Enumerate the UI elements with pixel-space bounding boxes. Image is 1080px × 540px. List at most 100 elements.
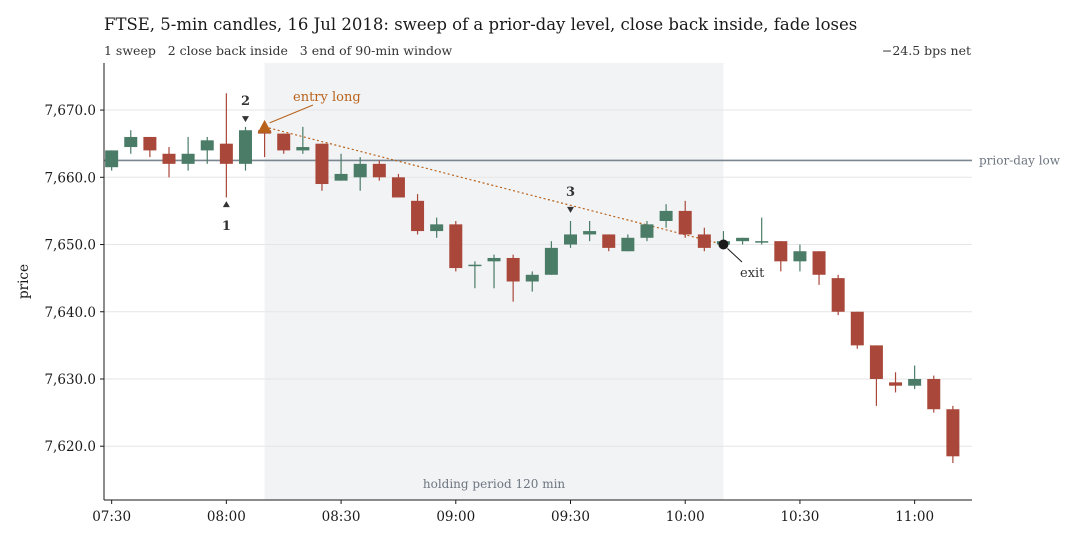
y-tick-label: 7,670.0 [44, 103, 96, 119]
prior-day-low-label: prior-day low [979, 153, 1061, 167]
candle-body [736, 237, 750, 242]
candle-body [812, 251, 826, 275]
candle-body [430, 224, 444, 232]
candle [774, 241, 788, 272]
marker-label-2: 2 [241, 94, 250, 109]
candle [640, 220, 654, 242]
y-tick-label: 7,640.0 [44, 305, 96, 321]
candle [162, 147, 176, 178]
net-result-label: −24.5 bps net [882, 43, 971, 58]
candle [583, 220, 597, 242]
marker-label-3: 3 [566, 185, 575, 200]
candle [411, 194, 425, 235]
candle-body [602, 234, 616, 248]
candle [105, 150, 119, 171]
candle [564, 220, 578, 248]
candle-body [946, 409, 960, 457]
candle [908, 365, 922, 390]
candle-body [850, 311, 864, 346]
candle [200, 136, 214, 164]
axes: 7,620.0 7,630.0 7,640.0 7,650.0 7,660.0 7,670… [16, 63, 972, 525]
entry-label: entry long [293, 90, 361, 105]
candle [487, 254, 501, 289]
candle [143, 136, 157, 158]
candle-body [143, 136, 157, 151]
x-tick-label: 10:30 [780, 509, 819, 525]
candle-body [544, 247, 558, 275]
candle-body [774, 241, 788, 262]
candle [449, 220, 463, 272]
candle [334, 153, 348, 181]
candle [659, 204, 673, 228]
candle-body [124, 136, 138, 148]
candle [525, 271, 539, 292]
candle [889, 372, 903, 393]
x-tick-label: 07:30 [92, 509, 131, 525]
exit-leader-line [727, 248, 743, 263]
candle-body [583, 231, 597, 235]
candle [755, 217, 769, 245]
candle [544, 241, 558, 275]
candle-body [564, 234, 578, 245]
candle [372, 160, 386, 181]
candle-body [697, 234, 711, 248]
candle-body [755, 241, 769, 243]
candle-body [659, 210, 673, 221]
candle [869, 345, 883, 406]
marker-arrow-2 [241, 116, 249, 123]
candle [238, 126, 252, 171]
candle [430, 217, 444, 238]
candle [697, 227, 711, 252]
candle [181, 136, 195, 171]
x-tick-label: 08:00 [207, 509, 246, 525]
candle-body [315, 143, 329, 185]
y-axis-label: price [16, 264, 32, 299]
exit-label: exit [740, 266, 765, 281]
candle-body [831, 278, 845, 312]
candle-body [889, 382, 903, 386]
candle [219, 93, 233, 198]
candle [296, 126, 310, 154]
y-tick-label: 7,660.0 [44, 170, 96, 186]
candle-body [487, 257, 501, 262]
candle [468, 261, 482, 289]
candle-body [296, 147, 310, 151]
candle-body [468, 264, 482, 267]
candle-body [506, 257, 520, 282]
chart-subtitle: 1 sweep 2 close back inside 3 end of 90-… [104, 43, 453, 58]
candle-body [640, 224, 654, 238]
candle [506, 254, 520, 302]
candle-body [353, 163, 367, 178]
candle-body [162, 153, 176, 164]
candle [812, 251, 826, 285]
candle [850, 311, 864, 349]
candle-body [181, 153, 195, 164]
candle [831, 274, 845, 316]
y-tick-label: 7,620.0 [44, 439, 96, 455]
gridlines [104, 109, 972, 447]
candle [315, 143, 329, 191]
annotations: entry long exit 1 2 3 [222, 90, 765, 281]
candle-body [219, 143, 233, 164]
candle [391, 173, 405, 198]
candle-body [238, 130, 252, 164]
x-tick-label: 11:00 [895, 509, 934, 525]
candle-body [411, 200, 425, 232]
candle-body [449, 224, 463, 269]
candle [353, 157, 367, 191]
candles [105, 93, 960, 464]
candle-body [200, 140, 214, 151]
entry-marker [257, 119, 272, 133]
candle [927, 375, 941, 413]
candle-body [525, 274, 539, 282]
candle [602, 234, 616, 252]
x-tick-label: 10:00 [666, 509, 705, 525]
candle [793, 244, 807, 272]
chart-title: FTSE, 5-min candles, 16 Jul 2018: sweep … [104, 15, 857, 34]
candle-body [334, 173, 348, 181]
candle-body [391, 177, 405, 198]
candle-body [372, 163, 386, 178]
candle [678, 200, 692, 238]
marker-label-1: 1 [222, 219, 231, 234]
candle [946, 405, 960, 464]
